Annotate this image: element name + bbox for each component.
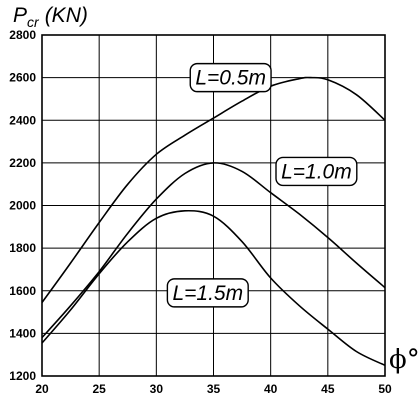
y-tick-label: 2000 (9, 199, 36, 213)
y-tick-label: 1400 (9, 326, 36, 340)
x-tick-label: 45 (321, 382, 335, 396)
y-axis-label-main: P (13, 4, 27, 27)
series-label: L=1.0m (281, 160, 352, 183)
series-label-box (189, 62, 272, 93)
series-label: L=0.5m (195, 67, 266, 90)
x-tick-label: 35 (207, 382, 221, 396)
y-axis-label-unit: (KN) (45, 4, 88, 27)
series-label-box (275, 156, 358, 187)
y-tick-label: 1200 (9, 369, 36, 383)
y-tick-label: 1800 (9, 241, 36, 255)
x-tick-label: 25 (92, 382, 106, 396)
curves (41, 76, 386, 367)
plot-frame (41, 34, 386, 377)
x-tick-label: 30 (150, 382, 164, 396)
x-tick-label: 50 (378, 382, 392, 396)
y-tick-label: 2400 (9, 113, 36, 127)
series-line (41, 209, 386, 367)
x-axis-label: ϕ° (389, 345, 420, 375)
y-axis-label: Pcr (KN) (13, 4, 88, 30)
y-axis-label-sub: cr (27, 14, 40, 30)
y-tick-label: 2800 (9, 28, 36, 42)
x-tick-label: 40 (264, 382, 278, 396)
y-tick-label: 1600 (9, 284, 36, 298)
series-label-group: L=1.5m (166, 278, 249, 308)
x-tick-label: 20 (35, 382, 49, 396)
y-tick-label: 2600 (9, 71, 36, 85)
tick-labels: 20 25 30 35 40 45 50 1200 1400 1600 1800 2000 2200 24… (9, 28, 392, 396)
series-line (41, 76, 386, 303)
series-label-group: L=1.0m (275, 156, 358, 187)
y-tick-label: 2200 (9, 156, 36, 170)
series-label: L=1.5m (172, 282, 243, 305)
series-label-group: L=0.5m (189, 62, 272, 93)
series-labels: L=0.5m L=1.0m L=1.5m (166, 62, 358, 308)
series-line (41, 162, 386, 339)
series-label-box (166, 278, 249, 308)
